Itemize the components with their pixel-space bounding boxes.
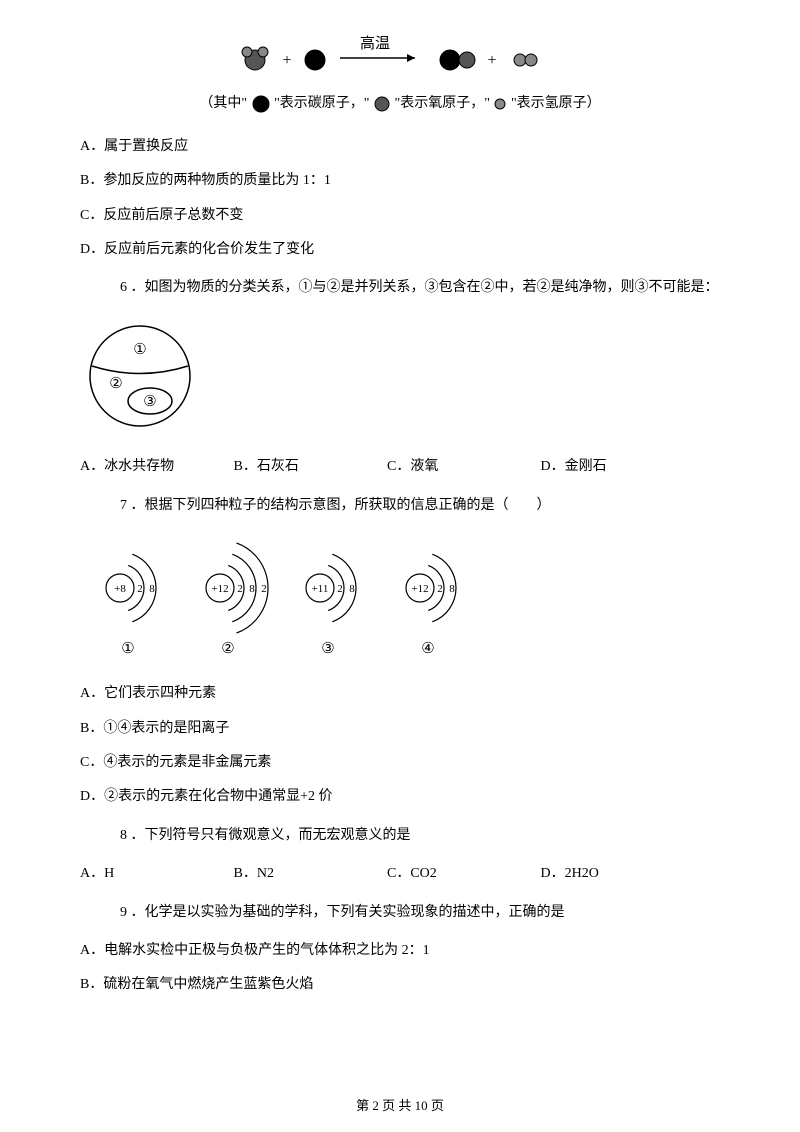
svg-text:②: ② bbox=[221, 641, 234, 657]
q8-option-c: C．CO2 bbox=[387, 863, 537, 885]
svg-text:8: 8 bbox=[449, 583, 455, 595]
q6-stem: 6 ．如图为物质的分类关系，①与②是并列关系，③包含在②中，若②是纯净物，则③不… bbox=[120, 277, 720, 299]
q8-stem: 8 ．下列符号只有微观意义，而无宏观意义的是 bbox=[120, 825, 720, 847]
page-footer: 第 2 页 共 10 页 bbox=[0, 1096, 800, 1117]
arrow-label: 高温 bbox=[360, 35, 390, 52]
atom-legend: （其中" "表示碳原子，" "表示氧原子，" "表示氢原子） bbox=[80, 93, 720, 115]
q8-option-b: B．N2 bbox=[234, 863, 384, 885]
svg-text:④: ④ bbox=[421, 641, 434, 657]
legend-oxygen: "表示氧原子，" bbox=[395, 96, 490, 111]
q7-option-b: B．①④表示的是阳离子 bbox=[80, 718, 720, 740]
svg-text:+12: +12 bbox=[211, 583, 228, 595]
svg-text:+12: +12 bbox=[411, 583, 428, 595]
q9-option-a: A．电解水实检中正极与负极产生的气体体积之比为 2：1 bbox=[80, 940, 720, 962]
svg-text:①: ① bbox=[121, 641, 134, 657]
q8-options: A．H B．N2 C．CO2 D．2H2O bbox=[80, 863, 720, 885]
q6-option-a: A．冰水共存物 bbox=[80, 456, 230, 478]
svg-text:2: 2 bbox=[337, 583, 343, 595]
q6-option-c: C．液氧 bbox=[387, 456, 537, 478]
q5-option-d: D．反应前后元素的化合价发生了变化 bbox=[80, 239, 720, 261]
q7-stem: 7 ．根据下列四种粒子的结构示意图，所获取的信息正确的是（ ） bbox=[120, 495, 720, 517]
q9-stem: 9 ．化学是以实验为基础的学科，下列有关实验现象的描述中，正确的是 bbox=[120, 902, 720, 924]
q7-option-c: C．④表示的元素是非金属元素 bbox=[80, 752, 720, 774]
reaction-svg: + 高温 + bbox=[210, 30, 590, 80]
svg-text:2: 2 bbox=[261, 583, 267, 595]
venn-label-2: ② bbox=[109, 376, 122, 392]
q5-option-c: C．反应前后原子总数不变 bbox=[80, 205, 720, 227]
svg-text:+8: +8 bbox=[114, 583, 126, 595]
legend-hydrogen: "表示氢原子） bbox=[511, 96, 601, 111]
q8-option-a: A．H bbox=[80, 863, 230, 885]
q6-option-b: B．石灰石 bbox=[234, 456, 384, 478]
plus-1: + bbox=[282, 52, 291, 69]
carbon-atom-icon bbox=[251, 94, 271, 114]
q7-option-a: A．它们表示四种元素 bbox=[80, 683, 720, 705]
venn-diagram: ① ② ③ bbox=[80, 316, 720, 444]
svg-text:③: ③ bbox=[321, 641, 334, 657]
svg-text:2: 2 bbox=[437, 583, 443, 595]
atom-structure-diagram: +828①+12282②+1128③+1228④ bbox=[80, 533, 720, 671]
q9-option-b: B．硫粉在氧气中燃烧产生蓝紫色火焰 bbox=[80, 974, 720, 996]
legend-carbon: "表示碳原子，" bbox=[274, 96, 369, 111]
svg-text:2: 2 bbox=[237, 583, 243, 595]
q5-option-b: B．参加反应的两种物质的质量比为 1：1 bbox=[80, 170, 720, 192]
oxygen-atom-icon bbox=[373, 95, 391, 113]
q6-option-d: D．金刚石 bbox=[541, 456, 691, 478]
q6-options: A．冰水共存物 B．石灰石 C．液氧 D．金刚石 bbox=[80, 456, 720, 478]
hydrogen-atom-icon bbox=[493, 97, 507, 111]
reaction-diagram: + 高温 + bbox=[80, 30, 720, 88]
svg-text:8: 8 bbox=[149, 583, 155, 595]
venn-label-1: ① bbox=[133, 342, 146, 358]
venn-label-3: ③ bbox=[143, 394, 156, 410]
q5-option-a: A．属于置换反应 bbox=[80, 136, 720, 158]
svg-text:2: 2 bbox=[137, 583, 143, 595]
q7-option-d: D．②表示的元素在化合物中通常显+2 价 bbox=[80, 786, 720, 808]
svg-text:+11: +11 bbox=[312, 583, 329, 595]
svg-text:8: 8 bbox=[249, 583, 255, 595]
legend-pre: （其中" bbox=[199, 96, 247, 111]
plus-2: + bbox=[487, 52, 496, 69]
svg-text:8: 8 bbox=[349, 583, 355, 595]
q8-option-d: D．2H2O bbox=[541, 863, 691, 885]
